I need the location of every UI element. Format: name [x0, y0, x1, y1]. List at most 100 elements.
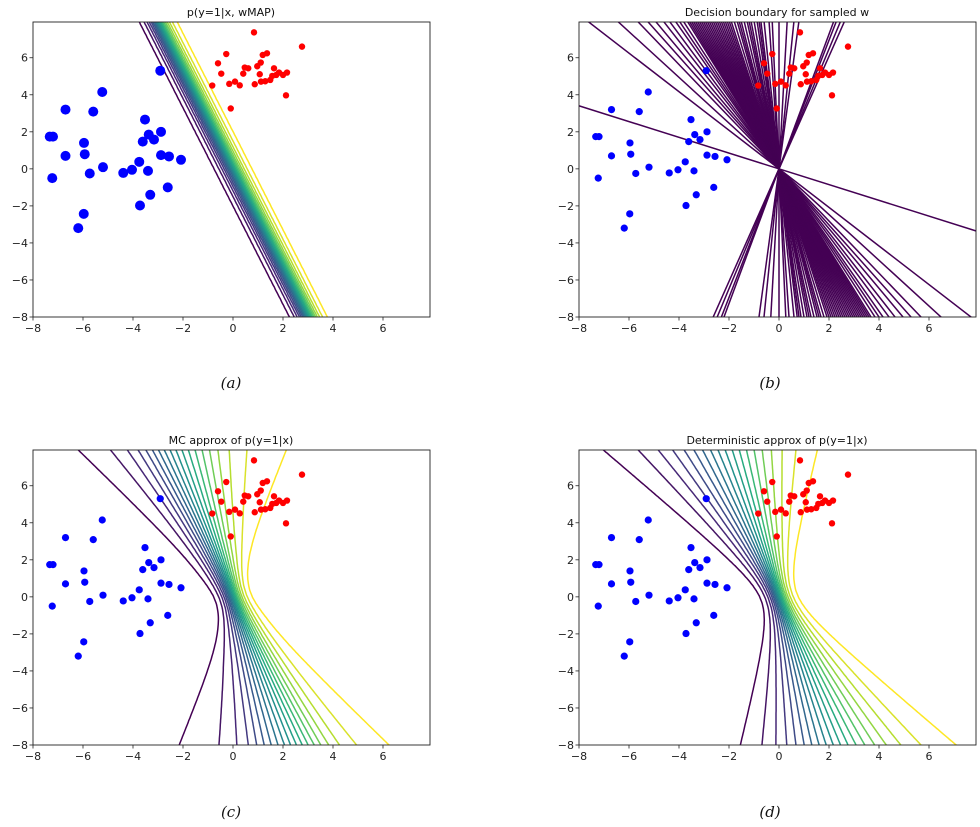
contour-line [770, 450, 888, 745]
contour-line [246, 450, 390, 745]
y-tick-label: −6 [12, 702, 28, 715]
contour-line [171, 22, 324, 317]
class-1-point [226, 508, 233, 516]
contour-line [168, 22, 321, 317]
class-0-point [165, 580, 173, 589]
class-1-point [764, 70, 771, 77]
class-0-point [723, 584, 731, 592]
class-0-point [607, 152, 616, 160]
class-0-point [703, 151, 711, 159]
contour-line [156, 22, 308, 317]
contour-line [683, 450, 797, 745]
class-0-point [645, 591, 653, 599]
y-tick-label: −6 [558, 274, 574, 287]
class-1-point [782, 82, 789, 89]
class-1-point [769, 50, 776, 58]
contour-line [724, 450, 835, 745]
contour-line [151, 450, 265, 745]
y-tick-label: −2 [12, 200, 28, 213]
class-0-point [74, 652, 82, 660]
class-0-point [80, 567, 88, 575]
class-1-point [240, 70, 247, 77]
y-tick-label: −8 [12, 311, 28, 324]
class-0-point [79, 149, 90, 160]
y-tick-label: −4 [12, 237, 28, 250]
class-0-point [48, 131, 58, 142]
class-0-point [626, 139, 634, 147]
class-0-point [723, 156, 731, 164]
class-1-point [772, 508, 779, 516]
class-1-point [262, 78, 269, 85]
contour-line [693, 450, 805, 745]
contour-line [671, 450, 788, 745]
contour-line [717, 450, 827, 745]
class-1-point [256, 71, 263, 78]
class-0-point [139, 566, 147, 574]
contour-line [109, 450, 226, 745]
class-1-point [791, 493, 798, 500]
contour-line [138, 22, 291, 317]
x-tick-label: 2 [280, 322, 287, 335]
class-0-point [156, 150, 166, 161]
class-0-point [48, 602, 56, 610]
class-0-point [149, 134, 159, 145]
x-tick-label: 0 [230, 322, 237, 335]
panel-caption: (b) [759, 374, 780, 392]
contour-line [153, 22, 306, 317]
contour-line [176, 22, 329, 317]
class-1-point [283, 497, 291, 504]
class-0-point [49, 561, 57, 569]
class-1-point [760, 60, 768, 67]
x-tick-label: −2 [175, 322, 191, 335]
class-0-point [97, 87, 108, 97]
contour-line [228, 450, 341, 745]
class-1-point [214, 488, 222, 495]
contour-line [709, 450, 820, 745]
class-0-point [644, 88, 652, 96]
contour-line [701, 450, 813, 745]
class-1-point [256, 499, 263, 506]
contour-line [162, 22, 315, 317]
class-1-point [282, 520, 290, 527]
x-tick-label: 6 [926, 750, 933, 763]
contour-line [154, 22, 307, 317]
y-tick-label: 4 [21, 89, 28, 102]
x-tick-label: −2 [721, 750, 737, 763]
class-0-point [682, 201, 690, 210]
class-1-point [816, 65, 824, 72]
class-1-point [808, 506, 815, 513]
x-tick-label: 6 [926, 322, 933, 335]
class-0-point [595, 133, 603, 141]
contour-line [786, 450, 922, 745]
y-tick-label: −2 [12, 628, 28, 641]
x-tick-label: 4 [876, 322, 883, 335]
x-tick-label: −6 [621, 322, 637, 335]
y-tick-label: −8 [558, 739, 574, 752]
class-0-point [80, 638, 88, 646]
class-1-point [844, 471, 852, 478]
class-0-point [690, 167, 698, 175]
class-1-point [755, 82, 762, 89]
class-1-point [828, 92, 836, 99]
class-1-point [755, 510, 762, 517]
contour-line [148, 22, 301, 317]
class-0-point [607, 105, 616, 114]
class-1-point [231, 506, 239, 513]
class-1-point [283, 69, 291, 76]
class-0-point [627, 578, 635, 586]
class-0-point [681, 586, 689, 594]
panel-d: Deterministic approx of p(y=1|x) (d) −8−… [558, 434, 977, 821]
class-1-point [809, 478, 817, 485]
class-0-point [710, 183, 718, 191]
class-1-point [802, 499, 809, 506]
class-1-point [209, 510, 216, 517]
class-1-point [803, 59, 810, 66]
contour-line [637, 450, 772, 745]
contour-line [208, 450, 322, 745]
class-0-point [702, 495, 710, 503]
panel-caption: (a) [221, 374, 242, 392]
panel-c: MC approx of p(y=1|x) (c) −8 −6 −4 −2 0 2 4 6 −8… [12, 434, 431, 821]
class-1-point [257, 59, 264, 66]
decision-boundary-line [617, 22, 943, 317]
